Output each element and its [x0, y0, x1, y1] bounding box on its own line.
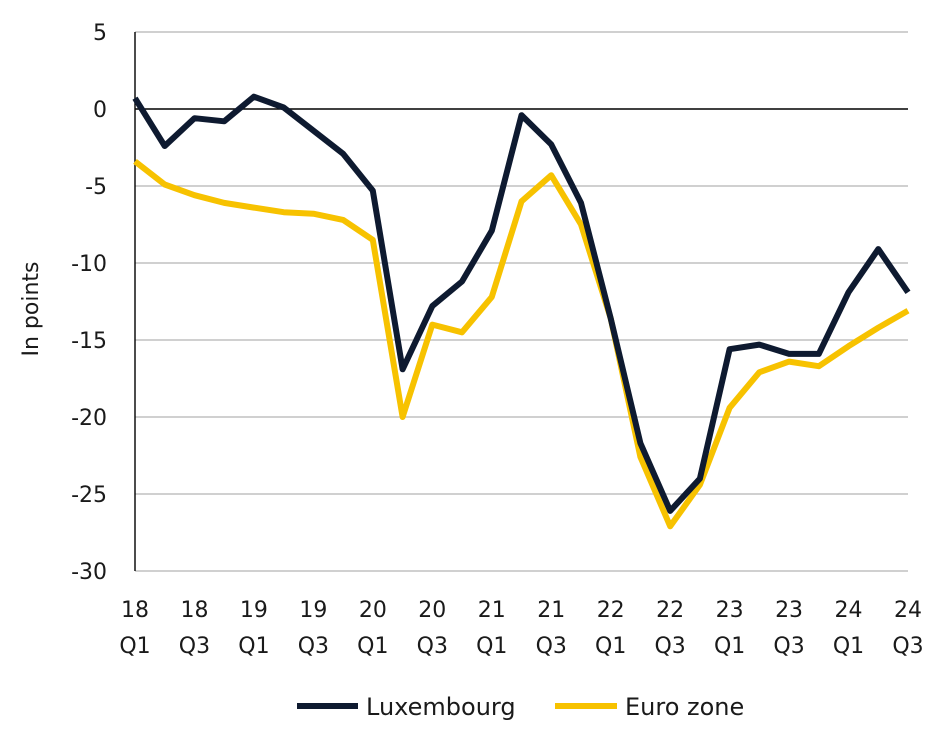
- y-axis-label: In points: [19, 262, 44, 357]
- x-tick-year: 19: [240, 598, 268, 623]
- y-tick-label: -15: [71, 329, 107, 354]
- y-tick-label: -20: [71, 406, 107, 431]
- series-line-luxembourg: [132, 93, 911, 514]
- x-tick-year: 21: [537, 598, 565, 623]
- x-tick-quarter: Q3: [417, 634, 448, 659]
- x-tick-quarter: Q3: [773, 634, 804, 659]
- series-line-euro-zone: [133, 159, 910, 530]
- y-tick-label: 0: [93, 98, 107, 123]
- x-tick-quarter: Q3: [536, 634, 567, 659]
- x-tick-year: 19: [299, 598, 327, 623]
- x-tick-year: 18: [180, 598, 208, 623]
- x-tick-year: 20: [359, 598, 387, 623]
- x-tick-quarter: Q3: [298, 634, 329, 659]
- x-tick-year: 20: [418, 598, 446, 623]
- x-tick-quarter: Q1: [119, 634, 150, 659]
- series-lines: [132, 93, 911, 530]
- legend: Luxembourg Euro zone: [297, 693, 744, 721]
- gridlines: [135, 31, 908, 572]
- y-tick-label: -25: [71, 483, 107, 508]
- x-tick-year: 22: [656, 598, 684, 623]
- x-tick-quarter: Q1: [595, 634, 626, 659]
- x-tick-year: 21: [478, 598, 506, 623]
- x-tick-quarter: Q1: [238, 634, 269, 659]
- x-tick-year: 23: [716, 598, 744, 623]
- x-tick-quarter: Q1: [357, 634, 388, 659]
- y-tick-label: -10: [71, 252, 107, 277]
- x-tick-year: 24: [835, 598, 863, 623]
- legend-label: Luxembourg: [366, 693, 516, 721]
- x-tick-year: 24: [894, 598, 922, 623]
- y-tick-label: -5: [85, 175, 107, 200]
- x-tick-quarter: Q3: [654, 634, 685, 659]
- x-tick-year: 22: [597, 598, 625, 623]
- x-axis-ticks: 18 Q1 18 Q3 19 Q1 19 Q3 20 Q1 20 Q3 21 Q1 21 Q3 22 Q1 22 Q3…: [119, 598, 923, 659]
- x-tick-quarter: Q1: [476, 634, 507, 659]
- x-tick-quarter: Q3: [892, 634, 923, 659]
- y-tick-label: -30: [71, 560, 107, 585]
- y-axis-ticks: 5 0 -5 -10 -15 -20 -25 -30: [71, 21, 107, 585]
- legend-label: Euro zone: [625, 693, 744, 721]
- x-tick-quarter: Q1: [714, 634, 745, 659]
- x-tick-quarter: Q3: [179, 634, 210, 659]
- y-tick-label: 5: [93, 21, 107, 46]
- x-tick-year: 23: [775, 598, 803, 623]
- x-tick-year: 18: [121, 598, 149, 623]
- x-tick-quarter: Q1: [833, 634, 864, 659]
